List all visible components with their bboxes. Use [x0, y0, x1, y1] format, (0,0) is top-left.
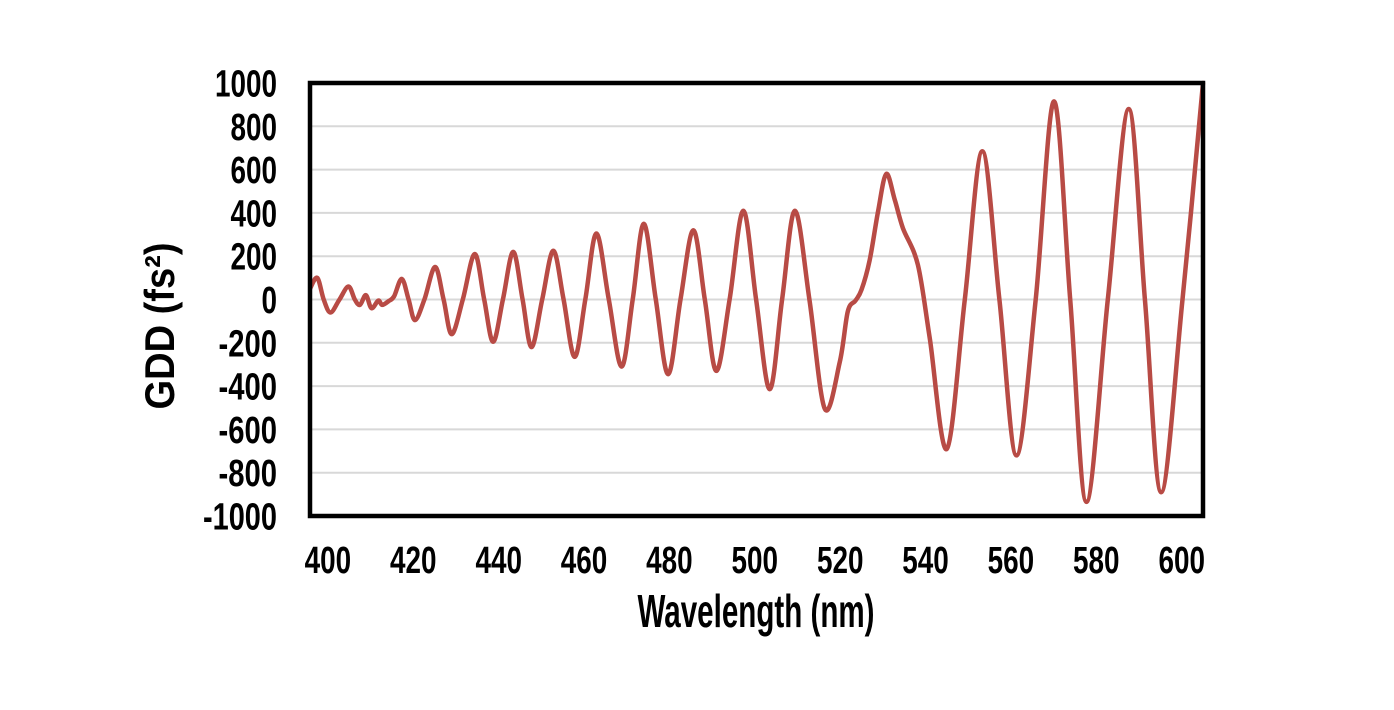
plot-frame — [307, 80, 1206, 519]
y-tick-label: 800 — [231, 107, 278, 149]
y-tick-label: 200 — [231, 237, 278, 279]
x-tick-label: 480 — [646, 540, 693, 582]
x-axis-title: Wavelength (nm) — [638, 585, 875, 637]
y-tick-label: -1000 — [203, 497, 277, 539]
x-tick-label: 540 — [902, 540, 949, 582]
y-tick-label: 600 — [231, 150, 278, 192]
y-tick-label: 0 — [262, 280, 278, 322]
y-tick-label: -800 — [219, 453, 278, 495]
x-axis-tick-labels: 400 420 440 460 480 500 520 540 560 580 600 — [305, 540, 1205, 582]
x-tick-label: 500 — [732, 540, 779, 582]
y-tick-label: -400 — [219, 367, 278, 409]
series-layer — [308, 80, 1206, 505]
y-tick-label: 1000 — [215, 64, 277, 106]
gdd-series-line — [308, 80, 1206, 505]
x-tick-label: 600 — [1158, 540, 1205, 582]
x-tick-label: 420 — [390, 540, 437, 582]
x-tick-label: 400 — [305, 540, 352, 582]
x-tick-label: 440 — [475, 540, 522, 582]
x-tick-label: 520 — [817, 540, 864, 582]
y-tick-label: -200 — [219, 323, 278, 365]
x-tick-label: 580 — [1073, 540, 1120, 582]
y-tick-label: 400 — [231, 193, 278, 235]
x-tick-label: 460 — [561, 540, 608, 582]
y-tick-label: -600 — [219, 410, 278, 452]
y-axis-title: GDD (fs²) — [136, 243, 183, 410]
x-tick-label: 560 — [988, 540, 1035, 582]
